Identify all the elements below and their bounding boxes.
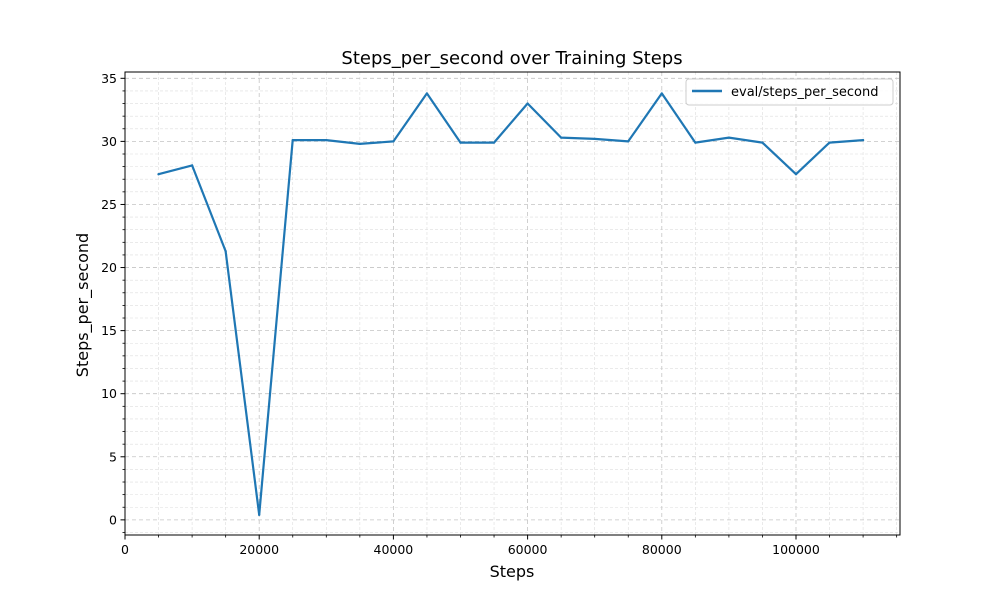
y-tick-label: 20 — [101, 260, 117, 275]
data-point — [727, 136, 730, 139]
data-point — [325, 139, 328, 142]
data-point — [660, 92, 663, 95]
major-grid — [124, 72, 900, 535]
data-point — [157, 173, 160, 176]
legend-box — [685, 78, 894, 106]
y-tick-label: 15 — [101, 323, 117, 338]
y-tick-label: 25 — [101, 197, 117, 212]
data-point — [560, 136, 563, 139]
data-point — [392, 140, 395, 143]
x-tick-label: 60000 — [508, 542, 548, 557]
y-axis-ticks: 0 5 10 15 20 25 30 35 — [101, 71, 125, 533]
data-point — [492, 141, 496, 144]
x-axis-label: Steps — [490, 562, 535, 581]
y-axis-label: Steps_per_second — [73, 233, 93, 377]
series-layer — [157, 92, 865, 516]
data-point — [291, 139, 294, 142]
x-tick-label: 0 — [121, 542, 129, 557]
data-point — [828, 141, 831, 144]
data-point — [459, 141, 462, 144]
data-point — [258, 513, 261, 516]
data-point — [794, 173, 798, 176]
data-point — [190, 164, 194, 167]
minor-grid — [125, 72, 900, 535]
data-point — [593, 137, 596, 140]
x-tick-label: 40000 — [374, 542, 414, 557]
data-point — [694, 141, 697, 144]
chart-title: Steps_per_second over Training Steps — [341, 48, 682, 69]
y-tick-label: 5 — [109, 449, 117, 464]
data-point — [526, 102, 529, 105]
x-tick-label: 80000 — [642, 542, 682, 557]
plot-frame — [124, 71, 901, 536]
data-point — [425, 92, 429, 95]
y-tick-label: 35 — [101, 71, 117, 86]
y-tick-label: 30 — [101, 134, 117, 149]
x-tick-label: 20000 — [239, 542, 279, 557]
x-axis-ticks: 0 20000 40000 60000 80000 100000 — [121, 535, 898, 557]
data-point — [627, 140, 630, 143]
data-point — [861, 139, 865, 142]
y-tick-label: 0 — [109, 512, 117, 527]
legend: eval/steps_per_second — [685, 78, 894, 106]
legend-label: eval/steps_per_second — [731, 85, 879, 100]
x-tick-label: 100000 — [772, 542, 820, 557]
data-point — [224, 250, 227, 253]
y-tick-label: 10 — [101, 386, 117, 401]
data-point — [761, 141, 764, 144]
series-line — [157, 92, 865, 516]
data-point — [358, 142, 361, 146]
